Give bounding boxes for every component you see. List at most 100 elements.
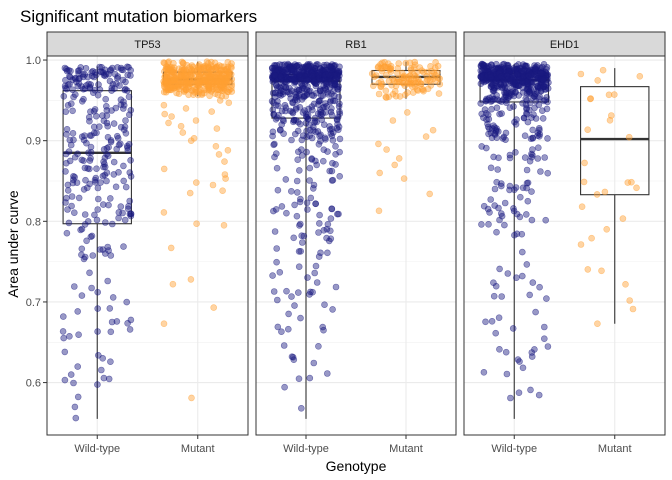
data-point <box>528 353 536 360</box>
x-tick-label: Wild-type <box>491 443 537 455</box>
data-point <box>87 143 95 151</box>
data-point <box>62 150 70 158</box>
data-point <box>303 199 311 207</box>
data-point <box>61 376 69 384</box>
data-point <box>120 98 127 105</box>
data-point <box>477 63 485 70</box>
data-point <box>387 65 394 72</box>
data-point <box>88 284 95 292</box>
data-point <box>94 288 101 296</box>
data-point <box>100 163 107 171</box>
data-point <box>295 167 303 174</box>
data-point <box>68 193 76 200</box>
data-point <box>190 91 197 98</box>
data-point <box>539 63 546 71</box>
data-point <box>95 81 102 88</box>
data-point <box>82 176 89 184</box>
data-point <box>506 104 514 111</box>
data-point <box>326 63 334 70</box>
data-point <box>391 88 399 95</box>
data-point <box>429 75 437 83</box>
data-point <box>91 211 98 219</box>
data-point <box>395 60 403 67</box>
data-point <box>162 86 170 93</box>
data-point <box>598 267 605 275</box>
data-point <box>282 107 289 115</box>
data-point <box>310 78 318 85</box>
data-point <box>491 202 499 209</box>
data-point <box>278 203 286 210</box>
data-point <box>278 328 285 336</box>
data-point <box>294 148 302 156</box>
x-axis-title: Genotype <box>326 458 387 474</box>
data-point <box>324 221 332 228</box>
data-point <box>90 89 97 96</box>
data-point <box>375 140 382 148</box>
data-point <box>484 111 492 119</box>
data-point <box>593 191 601 198</box>
data-point <box>221 158 228 165</box>
data-point <box>183 79 190 86</box>
data-point <box>309 185 317 192</box>
data-point <box>633 184 640 192</box>
data-point <box>523 62 531 70</box>
data-point <box>335 67 343 75</box>
data-point <box>490 292 498 300</box>
data-point <box>486 125 493 133</box>
data-point <box>99 112 106 119</box>
data-point <box>74 150 81 158</box>
data-point <box>511 231 518 239</box>
data-point <box>206 73 213 81</box>
box-mutant <box>580 86 650 196</box>
data-point <box>208 108 215 115</box>
data-point <box>269 128 277 136</box>
data-point <box>63 159 70 167</box>
data-point <box>175 90 183 97</box>
data-point <box>271 72 279 79</box>
data-point <box>294 127 302 135</box>
data-point <box>222 175 229 182</box>
data-point <box>315 253 323 260</box>
data-point <box>383 94 390 101</box>
facet-label: TP53 <box>134 39 160 51</box>
data-point <box>512 149 519 156</box>
data-point <box>110 171 118 178</box>
data-point <box>506 77 514 84</box>
data-point <box>382 71 390 79</box>
data-point <box>290 234 298 242</box>
data-point <box>193 179 200 186</box>
data-point <box>497 73 505 80</box>
data-point <box>515 389 523 397</box>
data-point <box>324 249 331 257</box>
data-point <box>96 123 103 130</box>
data-point <box>414 68 421 76</box>
data-point <box>486 209 493 216</box>
data-point <box>512 184 520 191</box>
data-point <box>531 346 538 353</box>
data-point <box>104 122 111 130</box>
data-point <box>594 320 601 328</box>
data-point <box>127 173 135 180</box>
y-tick-label: 0.7 <box>26 297 41 309</box>
data-point <box>210 304 217 311</box>
y-tick-label: 0.6 <box>26 378 41 390</box>
data-point <box>295 87 303 94</box>
panel-background <box>464 56 665 435</box>
data-point <box>289 108 296 116</box>
data-point <box>420 87 427 95</box>
data-point <box>315 220 323 227</box>
data-point <box>487 73 495 81</box>
x-tick-label: Mutant <box>389 443 423 455</box>
panel-border <box>463 55 666 436</box>
data-point <box>195 67 202 75</box>
data-point <box>296 120 304 128</box>
data-point <box>218 81 226 89</box>
data-point <box>72 414 80 422</box>
data-point <box>69 107 76 115</box>
data-point <box>518 272 526 280</box>
data-point <box>272 206 280 213</box>
data-point <box>91 129 98 137</box>
data-point <box>273 245 281 252</box>
data-point <box>485 221 492 228</box>
